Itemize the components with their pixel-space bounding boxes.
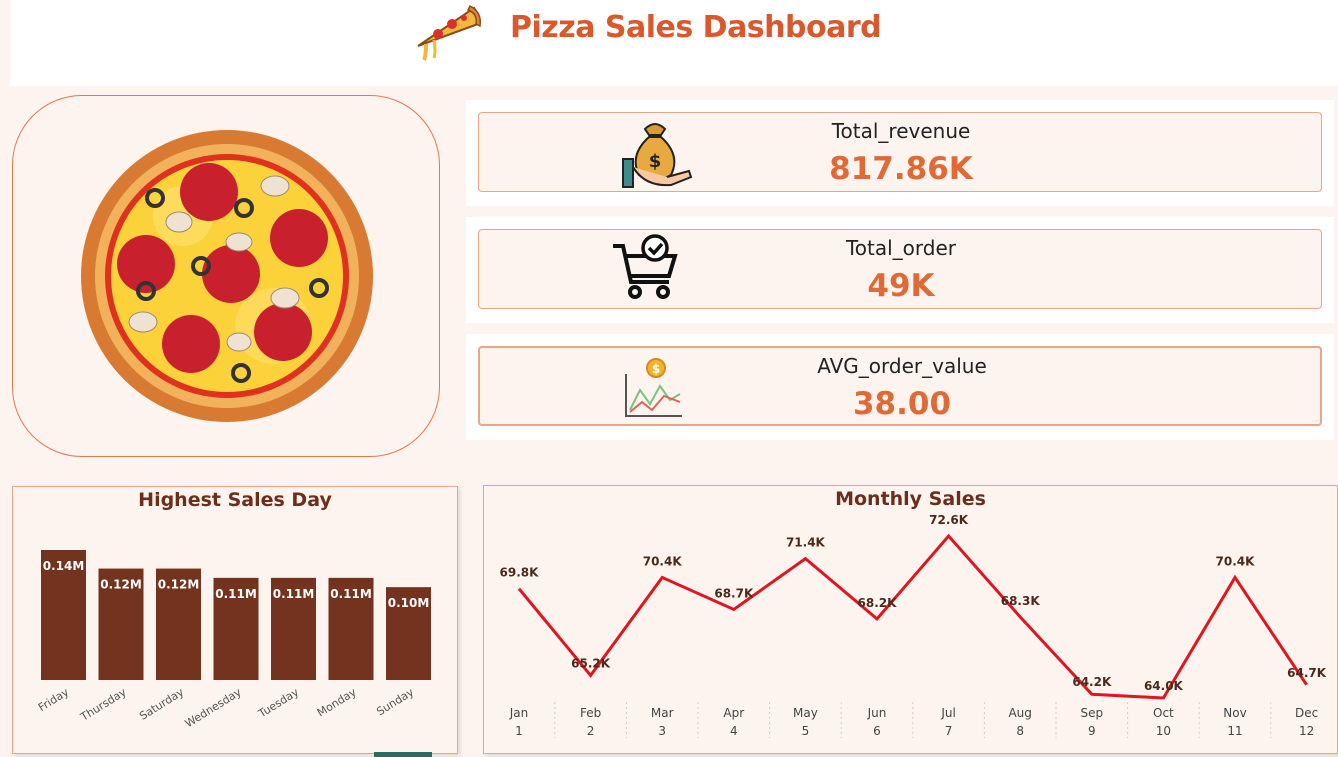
x-tick-label: Wednesday xyxy=(183,685,244,730)
svg-text:$: $ xyxy=(649,151,662,172)
bar-data-label: 0.11M xyxy=(330,587,372,601)
bar-chart-title: Highest Sales Day xyxy=(138,489,332,511)
x-tick-label: Monday xyxy=(315,685,359,719)
kpi-orders-label: Total_order xyxy=(845,236,957,260)
kpi-card-avg-wrapper: $ AVG_order_value 38.00 xyxy=(466,334,1334,440)
bar-chart: 0.14M Friday 0.12M Thursday 0.12M Saturday 0.1… xyxy=(36,550,431,730)
series-line xyxy=(517,533,1308,700)
bar xyxy=(271,577,316,680)
line-data-label: 72.6K xyxy=(929,513,969,527)
x-tick-label: Saturday xyxy=(137,685,186,723)
line-data-label: 69.8K xyxy=(500,566,540,580)
x-tick-month: Mar xyxy=(651,706,674,720)
x-tick-month-number: 9 xyxy=(1088,724,1096,738)
kpi-card-orders: Total_order 49K xyxy=(478,229,1322,309)
monthly-sales-panel: Monthly Sales 69.8K Jan 1 65.2K Feb 2 70.4K Mar… xyxy=(483,485,1338,754)
line-chart-title: Monthly Sales xyxy=(835,488,986,510)
bar xyxy=(328,577,374,680)
x-tick-month: Aug xyxy=(1008,706,1031,720)
x-tick-label: Friday xyxy=(36,685,72,714)
x-tick-month-number: 11 xyxy=(1227,724,1242,738)
x-tick-label: Thursday xyxy=(77,685,129,724)
kpi-avg-value: 38.00 xyxy=(852,386,952,422)
bar xyxy=(386,587,431,680)
x-tick-month: Jun xyxy=(867,706,887,720)
bar xyxy=(156,568,201,680)
line-data-label: 65.2K xyxy=(571,656,611,670)
x-tick-month-number: 2 xyxy=(587,724,595,738)
x-tick-month-number: 7 xyxy=(945,724,953,738)
x-tick-month-number: 1 xyxy=(515,724,523,738)
x-tick-month: Apr xyxy=(723,706,744,720)
x-tick-month: Oct xyxy=(1153,706,1174,720)
x-tick-month: Jul xyxy=(940,706,955,720)
bar-data-label: 0.12M xyxy=(100,578,142,592)
bar-data-label: 0.10M xyxy=(388,596,430,610)
line-data-label: 70.4K xyxy=(643,554,683,568)
x-tick-month-number: 3 xyxy=(658,724,666,738)
kpi-card-revenue: $ Total_revenue 817.86K xyxy=(478,112,1322,192)
x-tick-month-number: 8 xyxy=(1016,724,1024,738)
kpi-card-orders-wrapper: Total_order 49K xyxy=(466,217,1334,323)
kpi-revenue-label: Total_revenue xyxy=(831,119,971,143)
bar-data-label: 0.11M xyxy=(215,587,257,601)
bar-data-label: 0.14M xyxy=(43,559,85,573)
chart-coin-icon: $ xyxy=(625,358,682,417)
line-data-label: 71.4K xyxy=(786,536,826,550)
x-tick-month-number: 5 xyxy=(802,724,810,738)
x-tick-month: Nov xyxy=(1223,706,1246,720)
kpi-card-revenue-wrapper: $ Total_revenue 817.86K xyxy=(466,100,1334,206)
line-chart: 69.8K Jan 1 65.2K Feb 2 70.4K Mar 3 68.7K Apr 4 71.4… xyxy=(500,513,1327,738)
page-title: Pizza Sales Dashboard xyxy=(510,10,882,45)
x-tick-month-number: 12 xyxy=(1299,724,1314,738)
x-tick-label: Tuesday xyxy=(255,685,301,721)
kpi-orders-value: 49K xyxy=(867,268,935,304)
bar xyxy=(213,577,259,680)
x-tick-month-number: 4 xyxy=(730,724,738,738)
svg-text:$: $ xyxy=(652,362,660,376)
page-tab-indicator[interactable] xyxy=(374,752,432,757)
x-tick-month-number: 6 xyxy=(873,724,881,738)
x-tick-month-number: 10 xyxy=(1156,724,1171,738)
x-tick-month: Jan xyxy=(509,706,529,720)
line-data-label: 68.7K xyxy=(714,586,754,600)
line-data-label: 70.4K xyxy=(1216,554,1256,568)
x-tick-month: Sep xyxy=(1080,706,1103,720)
kpi-avg-label: AVG_order_value xyxy=(817,354,987,378)
bar xyxy=(98,568,144,680)
dashboard-header: Pizza Sales Dashboard xyxy=(10,0,1338,86)
money-bag-hand-icon: $ xyxy=(622,123,693,188)
bar-data-label: 0.11M xyxy=(273,587,315,601)
line-data-label: 64.2K xyxy=(1072,675,1112,689)
pizza-slice-icon xyxy=(417,4,482,61)
line-data-label: 64.7K xyxy=(1287,666,1327,680)
cart-check-icon xyxy=(613,234,678,299)
kpi-card-avg-order: $ AVG_order_value 38.00 xyxy=(478,346,1322,426)
kpi-revenue-value: 817.86K xyxy=(829,151,973,187)
highest-sales-day-panel: Highest Sales Day 0.14M Friday 0.12M Thursd… xyxy=(12,486,458,754)
pizza-illustration-card xyxy=(12,95,440,457)
x-tick-month: Dec xyxy=(1295,706,1318,720)
pizza-icon xyxy=(81,130,373,422)
bar-data-label: 0.12M xyxy=(158,578,200,592)
x-tick-label: Sunday xyxy=(374,685,416,718)
x-tick-month: Feb xyxy=(580,706,601,720)
line-data-label: 64.0K xyxy=(1144,679,1184,693)
line-data-label: 68.3K xyxy=(1001,594,1041,608)
bar xyxy=(41,550,86,680)
x-tick-month: May xyxy=(793,706,818,720)
line-data-label: 68.2K xyxy=(858,596,898,610)
